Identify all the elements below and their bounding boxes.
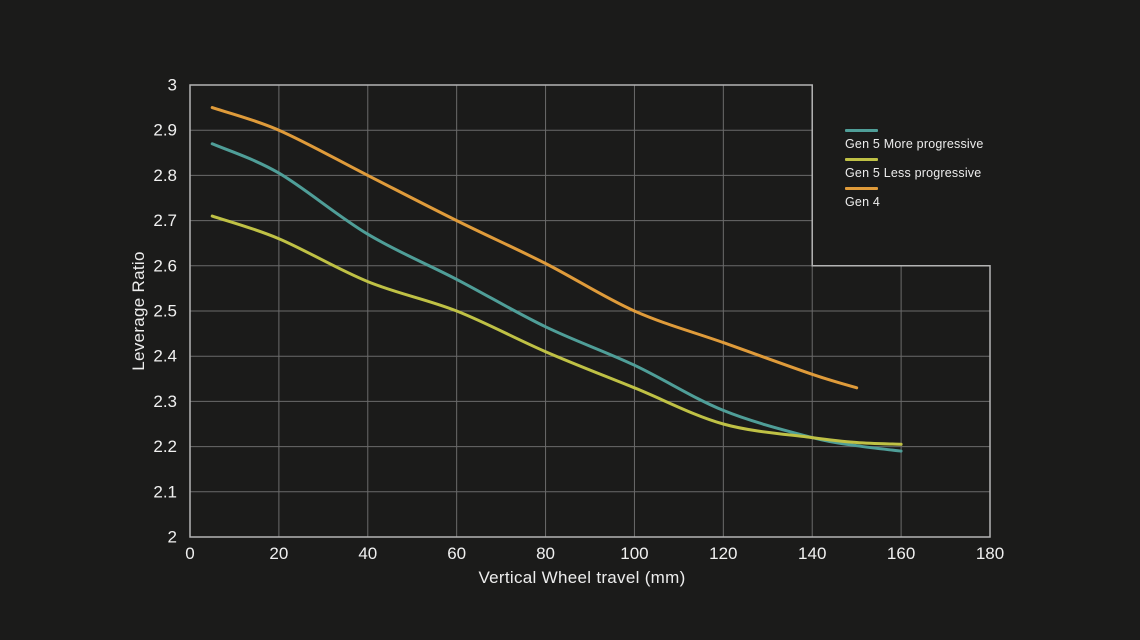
x-tick-label-120: 120 — [709, 544, 737, 563]
legend-swatch-orange-icon — [845, 187, 878, 190]
legend: Gen 5 More progressive Gen 5 Less progre… — [845, 129, 984, 216]
series-line-gen-5-less-progressive — [210, 214, 903, 446]
y-tick-label-2.2: 2.2 — [153, 437, 177, 456]
series-line-gen-5-more-progressive — [210, 142, 903, 453]
plot-border — [189, 84, 991, 538]
y-tick-label-2.9: 2.9 — [153, 121, 177, 140]
y-tick-label-2.5: 2.5 — [153, 302, 177, 321]
legend-swatch-teal-icon — [845, 129, 878, 132]
x-tick-label-0: 0 — [185, 544, 194, 563]
legend-entry-gen5-less-progressive: Gen 5 Less progressive — [845, 158, 984, 180]
series-line-gen-4 — [210, 106, 859, 390]
y-tick-label-2.7: 2.7 — [153, 211, 177, 230]
x-tick-label-80: 80 — [536, 544, 555, 563]
legend-label-gen5-less-progressive: Gen 5 Less progressive — [845, 166, 982, 180]
legend-swatch-olive-icon — [845, 158, 878, 161]
x-tick-label-100: 100 — [620, 544, 648, 563]
x-tick-label-60: 60 — [447, 544, 466, 563]
x-tick-label-140: 140 — [798, 544, 826, 563]
x-tick-label-160: 160 — [887, 544, 915, 563]
x-tick-label-20: 20 — [269, 544, 288, 563]
series-layer — [210, 106, 903, 453]
y-axis-title: Leverage Ratio — [129, 251, 148, 371]
y-tick-label-2.3: 2.3 — [153, 392, 177, 411]
y-tick-label-2.6: 2.6 — [153, 256, 177, 275]
y-tick-label-2.8: 2.8 — [153, 166, 177, 185]
x-axis-title: Vertical Wheel travel (mm) — [478, 568, 686, 587]
x-tick-label-180: 180 — [976, 544, 1004, 563]
y-tick-label-2: 2 — [168, 528, 177, 547]
legend-label-gen4: Gen 4 — [845, 195, 881, 209]
legend-label-gen5-more-progressive: Gen 5 More progressive — [845, 137, 984, 151]
y-tick-label-3: 3 — [168, 76, 177, 95]
legend-entry-gen4: Gen 4 — [845, 187, 984, 209]
plot-border-outline — [189, 84, 991, 538]
axis-tick-labels: 0 20 40 60 80 100 120 140 160 180 2 2.1 2.2 2.3 2.4 2.5… — [153, 76, 1004, 564]
y-tick-label-2.4: 2.4 — [153, 347, 177, 366]
legend-entry-gen5-more-progressive: Gen 5 More progressive — [845, 129, 984, 151]
x-tick-label-40: 40 — [358, 544, 377, 563]
y-tick-label-2.1: 2.1 — [153, 482, 177, 501]
